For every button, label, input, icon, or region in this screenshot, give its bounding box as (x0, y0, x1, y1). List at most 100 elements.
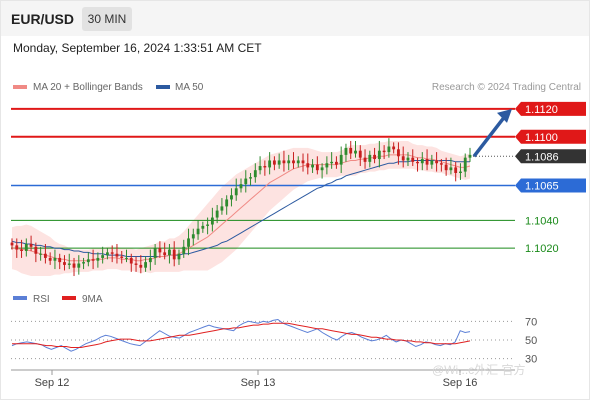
candle-body (377, 150, 381, 160)
rsi-level-label-70: 70 (525, 316, 537, 328)
candle-body (96, 257, 100, 261)
candle-body (459, 171, 462, 173)
header-bar: EUR/USD 30 MIN (0, 0, 590, 36)
rsi-legend-label: RSI (33, 294, 50, 305)
candle-body (420, 159, 424, 164)
rsi-ma-legend-label: 9MA (82, 294, 103, 305)
candle-body (20, 249, 23, 251)
candle-body (63, 262, 66, 265)
candle-body (444, 164, 448, 171)
x-tick-label: Sep 13 (241, 377, 276, 389)
candle-body (258, 166, 262, 171)
candle-body (163, 252, 167, 256)
candle-body (253, 170, 257, 178)
candle-body (425, 159, 429, 165)
candle-body (187, 238, 190, 247)
x-tick-label: Sep 16 (443, 377, 478, 389)
candle-body (67, 263, 71, 265)
candle-body (101, 255, 105, 258)
rsi-ma-legend-swatch (62, 296, 76, 300)
candle-body (435, 160, 439, 164)
candle-body (406, 157, 410, 161)
candle-body (29, 244, 33, 247)
level-tag-1.1120 (515, 101, 586, 116)
candle-body (349, 147, 353, 154)
ma20-line (12, 154, 471, 262)
candle-body (311, 164, 314, 168)
candle-body (158, 248, 162, 253)
candle-body (339, 154, 343, 165)
candle-body (382, 150, 386, 153)
candle-body (182, 246, 186, 254)
candle-body (397, 149, 400, 157)
candle-body (335, 161, 338, 165)
candle-body (53, 257, 57, 261)
candle-body (363, 157, 367, 162)
watermark: @Wi...c外汇 官方 (432, 362, 526, 377)
candle-body (172, 249, 176, 260)
candle-body (191, 234, 195, 239)
candle-body (296, 160, 300, 164)
level-label-1.1065: 1.1065 (525, 181, 559, 193)
rsi-ma9-line (12, 322, 471, 348)
timeframe-button[interactable]: 30 MIN (82, 7, 132, 31)
candle-body (239, 184, 243, 189)
candle-body (292, 160, 295, 164)
candle-body (77, 263, 81, 268)
candle-body (148, 257, 152, 263)
forecast-arrow-shaft (472, 113, 508, 158)
candle-body (354, 150, 357, 154)
candle-body (220, 206, 224, 211)
candle-body (120, 256, 124, 258)
candle-body (430, 160, 434, 165)
candle-body (86, 259, 90, 263)
candle-body (24, 244, 28, 251)
candle-body (320, 167, 324, 171)
candle-body (206, 224, 210, 226)
candle-body (449, 167, 453, 171)
candle-body (48, 257, 52, 261)
candle-body (344, 147, 348, 155)
candle-body (234, 188, 238, 196)
rsi-level-label-50: 50 (525, 335, 537, 347)
level-tag-1.1100 (515, 129, 586, 144)
rsi-line (11, 318, 471, 352)
candle-body (244, 178, 248, 185)
candle-body (282, 160, 286, 164)
candle-body (134, 263, 138, 265)
candle-body (268, 160, 272, 168)
candle-body (368, 154, 372, 162)
ma50-legend-swatch (156, 85, 170, 89)
candle-body (263, 166, 267, 168)
candle-body (272, 160, 276, 165)
candle-body (315, 164, 319, 171)
ma20-legend-label: MA 20 + Bollinger Bands (33, 82, 143, 93)
candle-body (91, 259, 95, 261)
candle-body (125, 257, 128, 259)
candle-body (392, 146, 396, 150)
candle-body (72, 263, 76, 268)
candle-body (210, 217, 214, 225)
candle-body (201, 225, 205, 229)
candle-body (115, 253, 119, 257)
candle-body (454, 167, 458, 173)
x-tick-label: Sep 12 (35, 377, 70, 389)
candle-body (144, 262, 147, 268)
candle-body (15, 245, 19, 250)
candle-body (249, 177, 252, 179)
candle-body (129, 257, 133, 264)
level-label-1.1086: 1.1086 (525, 151, 559, 163)
level-label-1.1100: 1.1100 (525, 132, 558, 144)
ma50-legend-label: MA 50 (175, 82, 204, 93)
rsi-level-label-30: 30 (525, 354, 537, 366)
ma20-legend-swatch (13, 85, 27, 89)
candle-body (225, 199, 229, 207)
candle-body (330, 161, 334, 164)
candle-body (401, 156, 405, 161)
candle-body (287, 160, 291, 164)
candle-body (58, 257, 62, 263)
rsi-legend-swatch (13, 296, 27, 300)
candle-body (439, 163, 443, 165)
level-tag-1.1086 (515, 149, 586, 164)
